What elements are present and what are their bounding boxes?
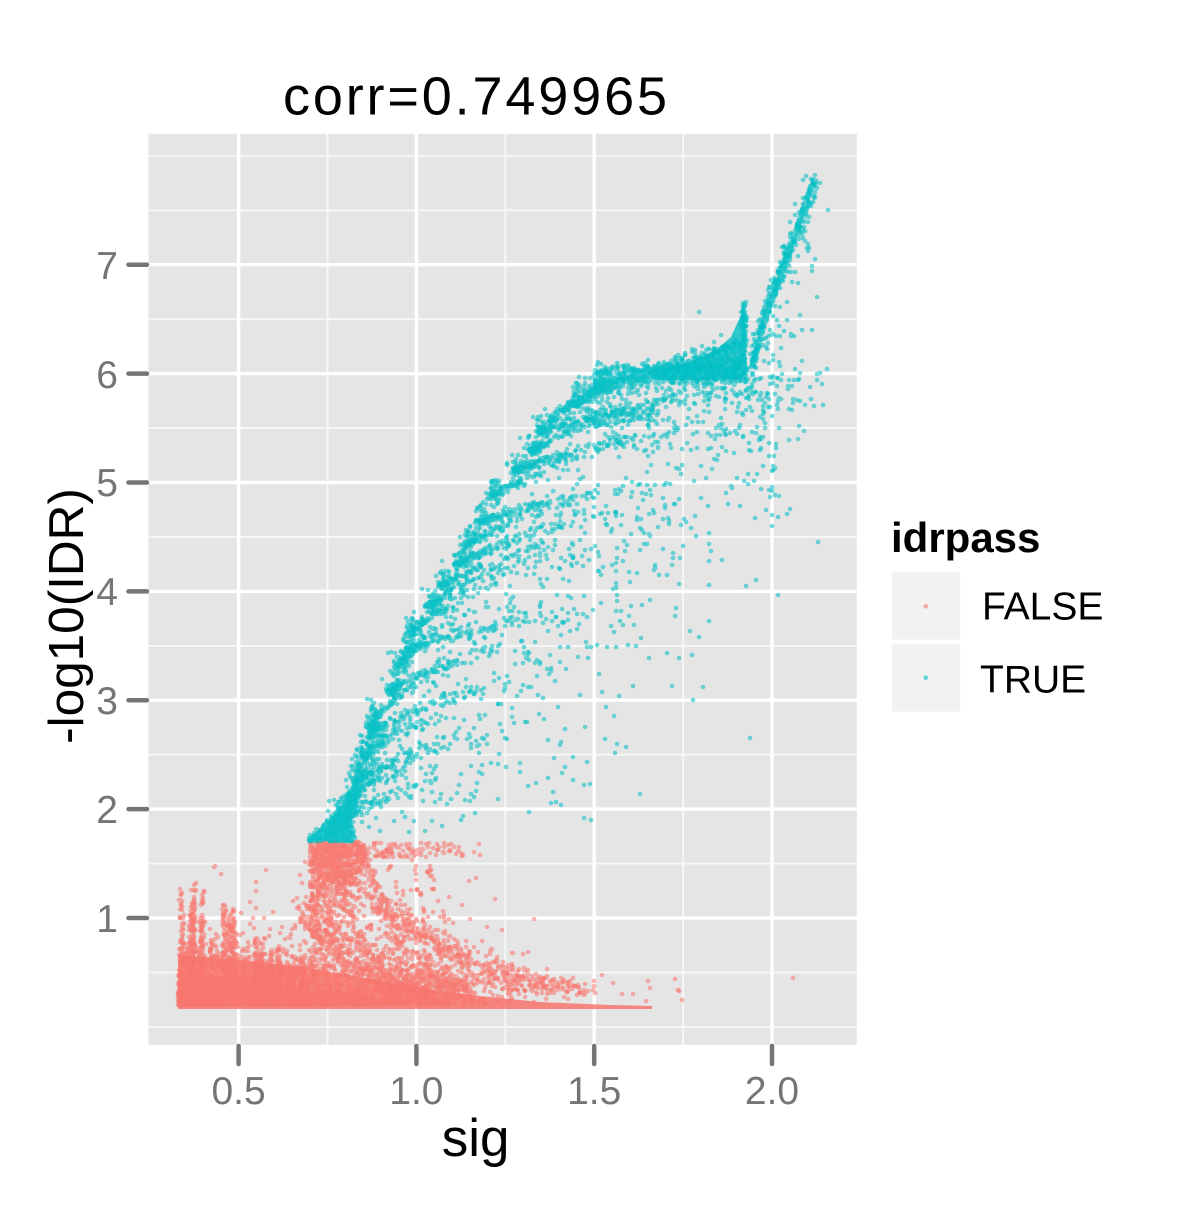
svg-text:1.0: 1.0	[389, 1070, 443, 1113]
svg-text:FALSE: FALSE	[982, 585, 1103, 628]
svg-text:sig: sig	[442, 1109, 510, 1168]
svg-text:1: 1	[96, 898, 118, 941]
svg-text:-log10(IDR): -log10(IDR)	[39, 488, 94, 744]
svg-text:TRUE: TRUE	[980, 658, 1086, 701]
svg-text:1.5: 1.5	[567, 1070, 621, 1113]
svg-text:6: 6	[96, 354, 118, 397]
svg-text:2.0: 2.0	[745, 1070, 799, 1113]
svg-text:3: 3	[96, 680, 118, 723]
svg-text:5: 5	[96, 462, 118, 505]
svg-text:idrpass: idrpass	[891, 514, 1040, 561]
svg-text:4: 4	[96, 571, 118, 614]
svg-text:corr=0.749965: corr=0.749965	[283, 67, 667, 127]
svg-text:2: 2	[96, 789, 118, 832]
svg-text:7: 7	[96, 245, 118, 288]
svg-text:0.5: 0.5	[211, 1070, 265, 1113]
